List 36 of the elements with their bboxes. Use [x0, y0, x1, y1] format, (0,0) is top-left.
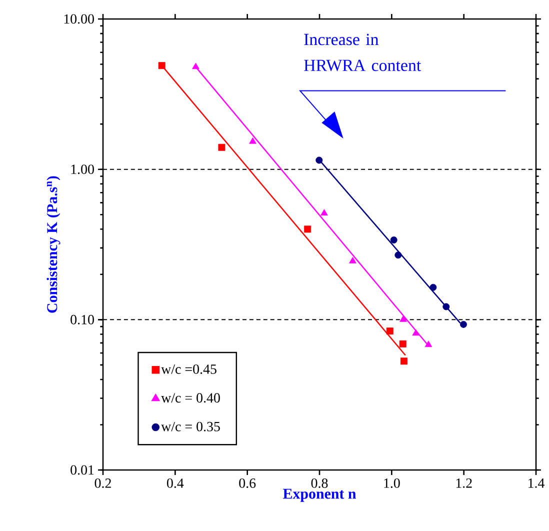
annotation: Increase in HRWRA content	[304, 34, 422, 72]
x-tick-label: 0.8	[311, 478, 328, 488]
point	[386, 328, 394, 335]
x-axis-title: Exponent n	[283, 488, 356, 502]
point	[390, 236, 398, 244]
point	[399, 340, 406, 348]
point	[316, 156, 323, 164]
legend-label: w/c = 0.40	[161, 393, 220, 403]
point	[424, 340, 432, 348]
point	[442, 303, 450, 310]
x-tick-label: 0.4	[166, 478, 184, 488]
point	[460, 320, 467, 328]
point	[218, 144, 226, 151]
y-tick-label: 0.01	[70, 465, 94, 475]
legend-label: w/c = 0.35	[161, 422, 220, 432]
point	[400, 315, 407, 322]
y-tick-label: 10.00	[64, 14, 94, 24]
point	[394, 252, 402, 259]
legend-label: w/c =0.45	[161, 364, 216, 374]
point	[430, 284, 437, 291]
y-axis-title: Consistency K (Pa.s$^{n}$)	[46, 176, 60, 313]
x-tick-label: 1.2	[456, 478, 472, 488]
x-tick-label: 1.0	[384, 478, 400, 488]
x-tick-label: 1.4	[528, 478, 545, 488]
point	[320, 209, 328, 216]
point	[349, 256, 356, 264]
point	[304, 226, 312, 233]
point	[192, 62, 200, 70]
point	[400, 358, 408, 365]
point	[412, 329, 420, 336]
point	[249, 137, 256, 144]
point	[158, 62, 166, 70]
y-tick-label: 1.00	[71, 164, 94, 174]
x-tick-label: 0.2	[94, 478, 111, 488]
y-tick-label: 0.10	[70, 314, 94, 324]
x-tick-label: 0.6	[239, 478, 256, 488]
